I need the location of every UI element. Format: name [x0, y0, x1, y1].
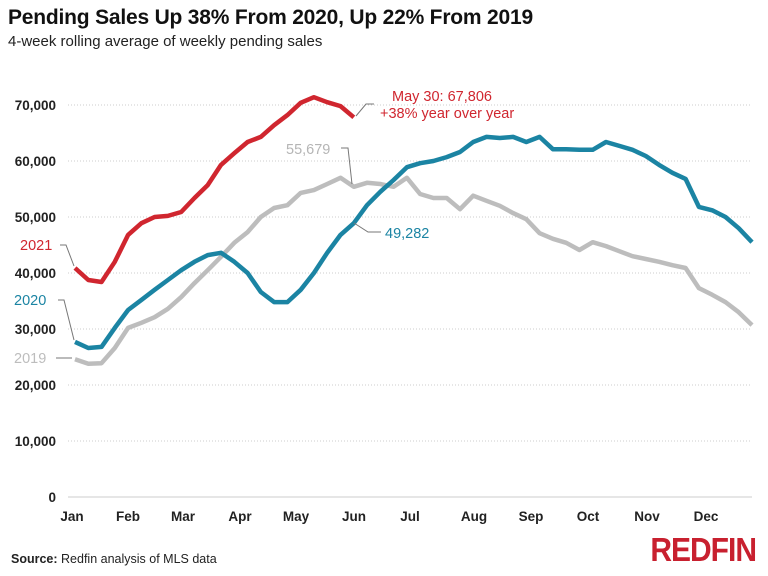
source-note: Source: Redfin analysis of MLS data [11, 552, 217, 566]
x-tick-label: Feb [116, 509, 140, 524]
leader-red [355, 103, 374, 117]
label-2020: 2020 [14, 293, 46, 309]
series-line-2020 [74, 134, 754, 351]
leader-blue [353, 222, 381, 233]
x-tick-label: Jul [400, 509, 420, 524]
chart-subtitle: 4-week rolling average of weekly pending… [8, 33, 323, 50]
red-annotation-line2: +38% year over year [380, 106, 514, 122]
x-tick-label: Sep [519, 509, 544, 524]
y-tick-label: 10,000 [15, 434, 56, 449]
source-label: Source: [11, 552, 58, 566]
blue-value-label: 49,282 [385, 226, 429, 242]
leader-2020 [58, 299, 75, 341]
series-line-2019 [74, 175, 754, 366]
chart-title: Pending Sales Up 38% From 2020, Up 22% F… [8, 6, 533, 29]
y-tick-label: 50,000 [15, 210, 56, 225]
y-tick-label: 0 [48, 490, 56, 505]
x-tick-label: Dec [694, 509, 719, 524]
x-tick-label: Jan [60, 509, 83, 524]
leader-2021 [60, 244, 75, 267]
x-tick-label: Oct [577, 509, 600, 524]
x-tick-label: Aug [461, 509, 487, 524]
redfin-logo: REDFIN [650, 532, 757, 569]
x-tick-label: May [283, 509, 310, 524]
label-2019: 2019 [14, 351, 46, 367]
x-tick-label: Nov [634, 509, 660, 524]
red-annotation-line1: May 30: 67,806 [392, 89, 492, 105]
label-2021: 2021 [20, 238, 52, 254]
series-line-2021 [73, 94, 356, 285]
x-tick-label: Jun [342, 509, 366, 524]
leader-gray [341, 147, 353, 185]
y-tick-label: 20,000 [15, 378, 56, 393]
x-tick-label: Mar [171, 509, 196, 524]
y-tick-label: 40,000 [15, 266, 56, 281]
y-tick-label: 30,000 [15, 322, 56, 337]
y-tick-label: 60,000 [15, 154, 56, 169]
y-tick-label: 70,000 [15, 98, 56, 113]
x-tick-label: Apr [228, 509, 252, 524]
gray-value-label: 55,679 [286, 142, 330, 158]
source-text: Redfin analysis of MLS data [61, 552, 217, 566]
